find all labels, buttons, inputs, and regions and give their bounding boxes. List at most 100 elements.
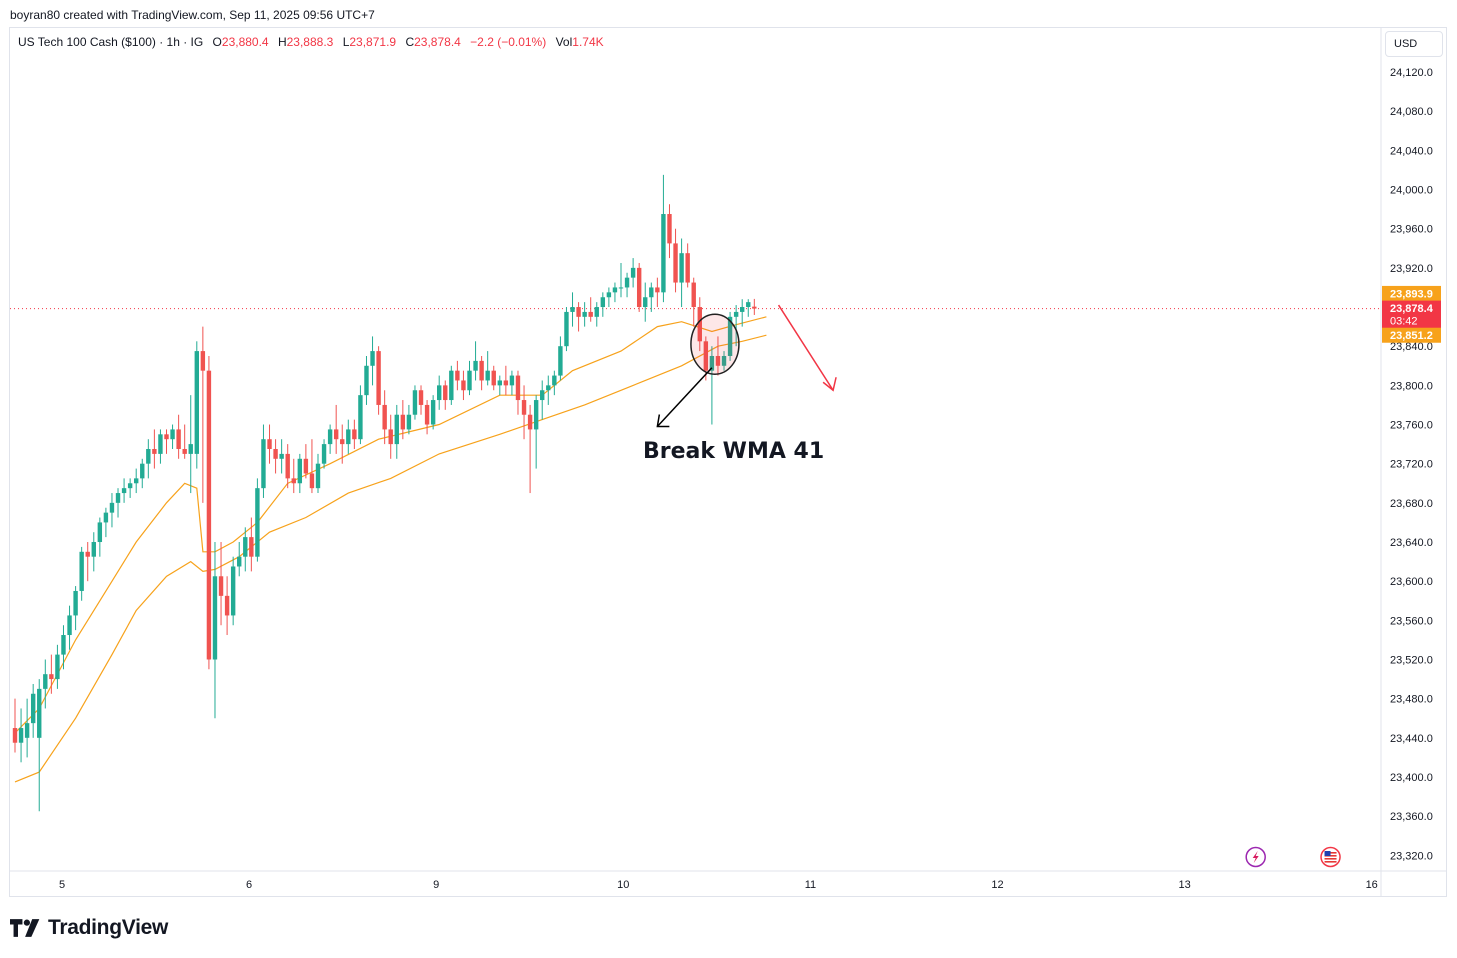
candle-up: [509, 375, 515, 386]
lightning-glyph: [1252, 851, 1259, 863]
y-tick-label: 23,680.0: [1390, 498, 1433, 510]
candle-down: [376, 351, 381, 405]
legend-open-label: O: [212, 35, 222, 49]
candle-down: [461, 380, 466, 391]
candle-down: [576, 307, 581, 317]
candle-up: [127, 483, 133, 489]
wma-line: [14, 316, 767, 734]
candle-up: [485, 370, 490, 381]
candle-up: [61, 635, 66, 655]
candle-up: [600, 297, 606, 308]
legend-high: 23,888.3: [286, 35, 334, 49]
candle-down: [285, 453, 290, 479]
candle-up: [121, 488, 127, 494]
candle-down: [340, 439, 345, 445]
candle-up: [727, 316, 733, 356]
candle-up: [255, 488, 260, 557]
candle-up: [449, 370, 454, 401]
x-tick-label: 9: [433, 879, 439, 891]
price-axis-label: [1382, 327, 1441, 343]
candle-down: [267, 439, 272, 449]
candle-up: [194, 351, 199, 454]
candle-down: [85, 551, 90, 557]
candle-up: [24, 723, 30, 738]
candle-down: [303, 458, 309, 474]
candle-down: [382, 404, 387, 430]
candle-down: [703, 341, 709, 371]
candle-up: [564, 311, 569, 347]
candle-up: [733, 311, 739, 317]
candle-down: [388, 429, 393, 445]
y-tick-label: 23,560.0: [1390, 615, 1433, 627]
candle-down: [200, 351, 206, 371]
candle-up: [618, 287, 624, 289]
candle-down: [588, 311, 593, 317]
candle-up: [115, 493, 121, 503]
candle-up: [533, 400, 539, 430]
candle-up: [55, 654, 60, 680]
candle-down: [527, 414, 533, 430]
candle-up: [643, 297, 648, 308]
candle-down: [176, 429, 181, 449]
candle-up: [661, 214, 666, 293]
candle-down: [418, 390, 424, 405]
candle-up: [146, 449, 151, 464]
candle-up: [709, 355, 715, 371]
candle-up: [30, 693, 36, 724]
chart-frame: [9, 27, 1447, 897]
price-axis-label: [1382, 300, 1441, 329]
candle-up: [679, 253, 684, 283]
candle-up: [558, 346, 563, 376]
candle-up: [327, 429, 333, 445]
y-tick-label: 24,080.0: [1390, 106, 1433, 118]
x-tick-label: 10: [617, 879, 629, 891]
flag-canton: [1324, 851, 1331, 856]
candle-up: [546, 385, 551, 391]
legend-close-label: C: [405, 35, 415, 49]
x-tick-label: 6: [246, 879, 252, 891]
legend-high-label: H: [277, 35, 287, 49]
legend-symbol[interactable]: US Tech 100 Cash ($100) · 1h · IG: [18, 35, 204, 49]
forecast-arrow-head: [822, 377, 837, 392]
price-axis-label-text: 23,893.9: [1390, 288, 1433, 300]
candle-down: [206, 370, 212, 660]
candle-down: [691, 282, 696, 308]
legend-change: −2.2 (−0.01%): [470, 35, 547, 49]
candle-up: [73, 590, 78, 616]
us-flag-economic-event-icon[interactable]: [1320, 846, 1341, 868]
y-tick-label: 23,320.0: [1390, 850, 1433, 862]
candle-up: [473, 360, 478, 371]
y-tick-label: 23,600.0: [1390, 576, 1433, 588]
legend-low: 23,871.9: [349, 35, 397, 49]
candle-up: [570, 307, 575, 312]
attribution-text: boyran80 created with TradingView.com, S…: [10, 8, 375, 22]
tradingview-logo[interactable]: TradingView: [10, 914, 168, 942]
currency-selector-button[interactable]: USD: [1385, 31, 1443, 57]
candle-down: [273, 449, 278, 459]
candle-up: [721, 355, 727, 366]
y-tick-label: 23,440.0: [1390, 733, 1433, 745]
candle-up: [97, 522, 103, 543]
candle-up: [649, 287, 654, 298]
flag-stripe: [1324, 861, 1337, 863]
candle-up: [91, 542, 96, 557]
candle-up: [594, 307, 599, 317]
x-tick-label: 13: [1178, 879, 1190, 891]
candle-up: [437, 385, 442, 401]
candle-up: [540, 390, 545, 401]
candle-up: [109, 502, 115, 513]
tradingview-brand-text: TradingView: [48, 916, 169, 939]
candle-down: [443, 385, 448, 401]
candle-down: [515, 375, 521, 401]
candle-down: [667, 214, 672, 244]
candle-down: [400, 414, 406, 430]
candle-up: [497, 380, 502, 386]
candle-down: [249, 537, 254, 557]
y-tick-label: 23,400.0: [1390, 772, 1433, 784]
tradingview-logo-icon: [10, 919, 40, 937]
candle-up: [582, 311, 587, 317]
candle-down: [479, 360, 484, 381]
candle-up: [237, 556, 242, 567]
candle-up: [364, 365, 369, 396]
